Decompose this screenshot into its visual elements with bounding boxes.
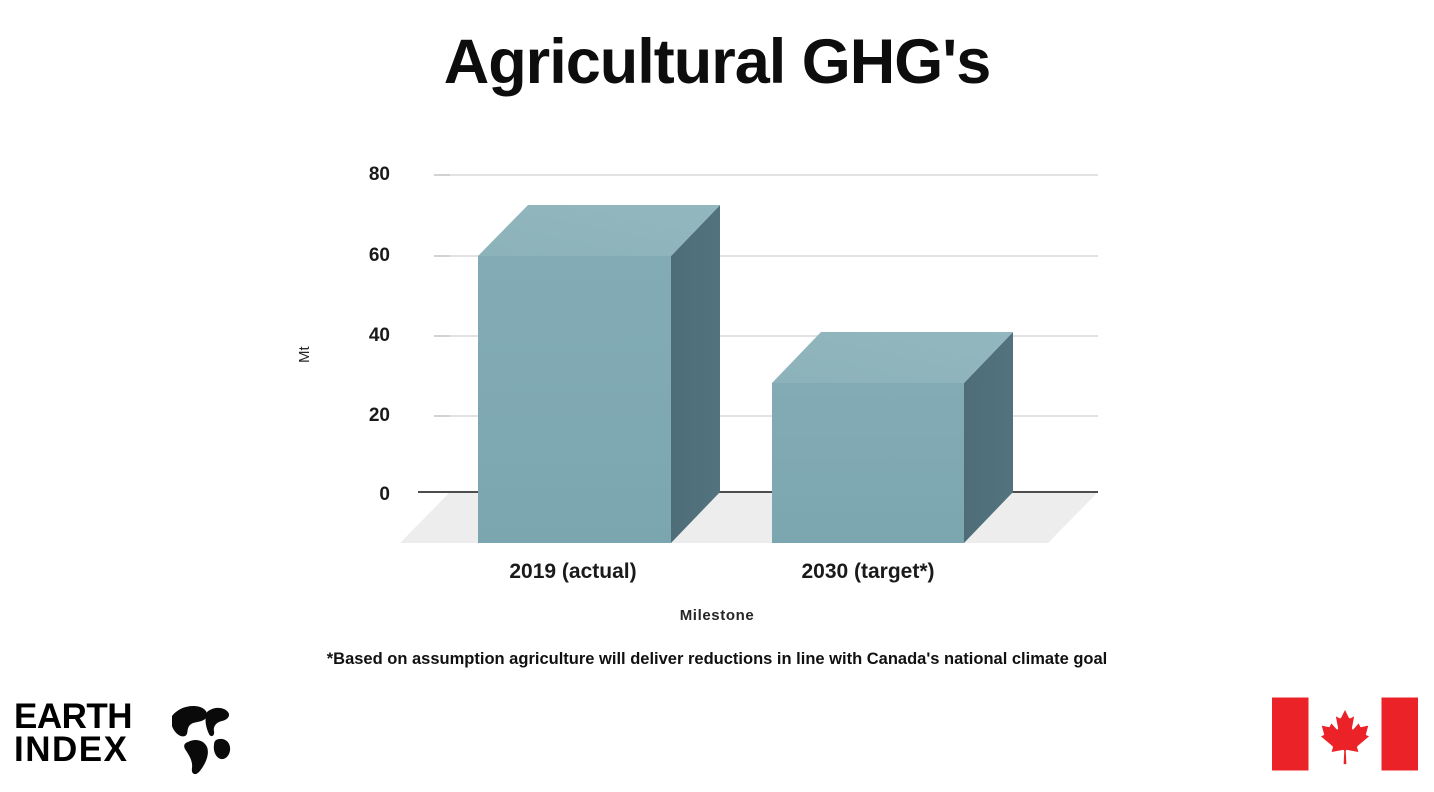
- ytick-label-0: 0: [379, 484, 390, 505]
- logo-line-index: INDEX: [14, 730, 129, 770]
- bar-2019[interactable]: [478, 205, 720, 543]
- xtick-label-2030: 2030 (target*): [801, 560, 935, 583]
- x-axis-title: Milestone: [679, 607, 755, 624]
- ytick-label-40: 40: [368, 325, 390, 346]
- flag-band-left: [1272, 697, 1309, 771]
- bar-2030-front: [772, 383, 964, 543]
- chart-canvas: [400, 174, 1098, 543]
- ytick-label-80: 80: [368, 164, 390, 185]
- maple-leaf-icon: [1320, 709, 1370, 765]
- bar-2019-side: [671, 205, 720, 543]
- logo-line-earth: EARTH: [14, 697, 133, 736]
- ytick-label-20: 20: [368, 405, 390, 426]
- y-axis-title: Mt: [296, 346, 313, 363]
- flag-svg: [1272, 697, 1418, 771]
- canadian-flag: [1272, 688, 1418, 780]
- page-title: Agricultural GHG's: [443, 27, 992, 97]
- bar-2030[interactable]: [772, 332, 1013, 543]
- flag-band-right: [1381, 697, 1418, 771]
- bar-chart: 80 60 40 20 0 Mt 2019 (actual) 2030 (tar…: [296, 164, 1098, 624]
- footnote-text: *Based on assumption agriculture will de…: [326, 650, 1108, 668]
- bar-2030-side: [964, 332, 1013, 543]
- bar-2019-top: [478, 205, 720, 256]
- logo-wordmark: EARTH INDEX: [14, 697, 174, 770]
- globe-icon: [172, 706, 231, 775]
- earth-index-logo: EARTH INDEX: [14, 697, 239, 782]
- bar-2030-top: [772, 332, 1013, 383]
- xtick-label-2019: 2019 (actual): [509, 560, 637, 583]
- axis-ticks: [434, 174, 450, 417]
- ytick-label-60: 60: [368, 245, 390, 266]
- bar-2019-front: [478, 256, 671, 543]
